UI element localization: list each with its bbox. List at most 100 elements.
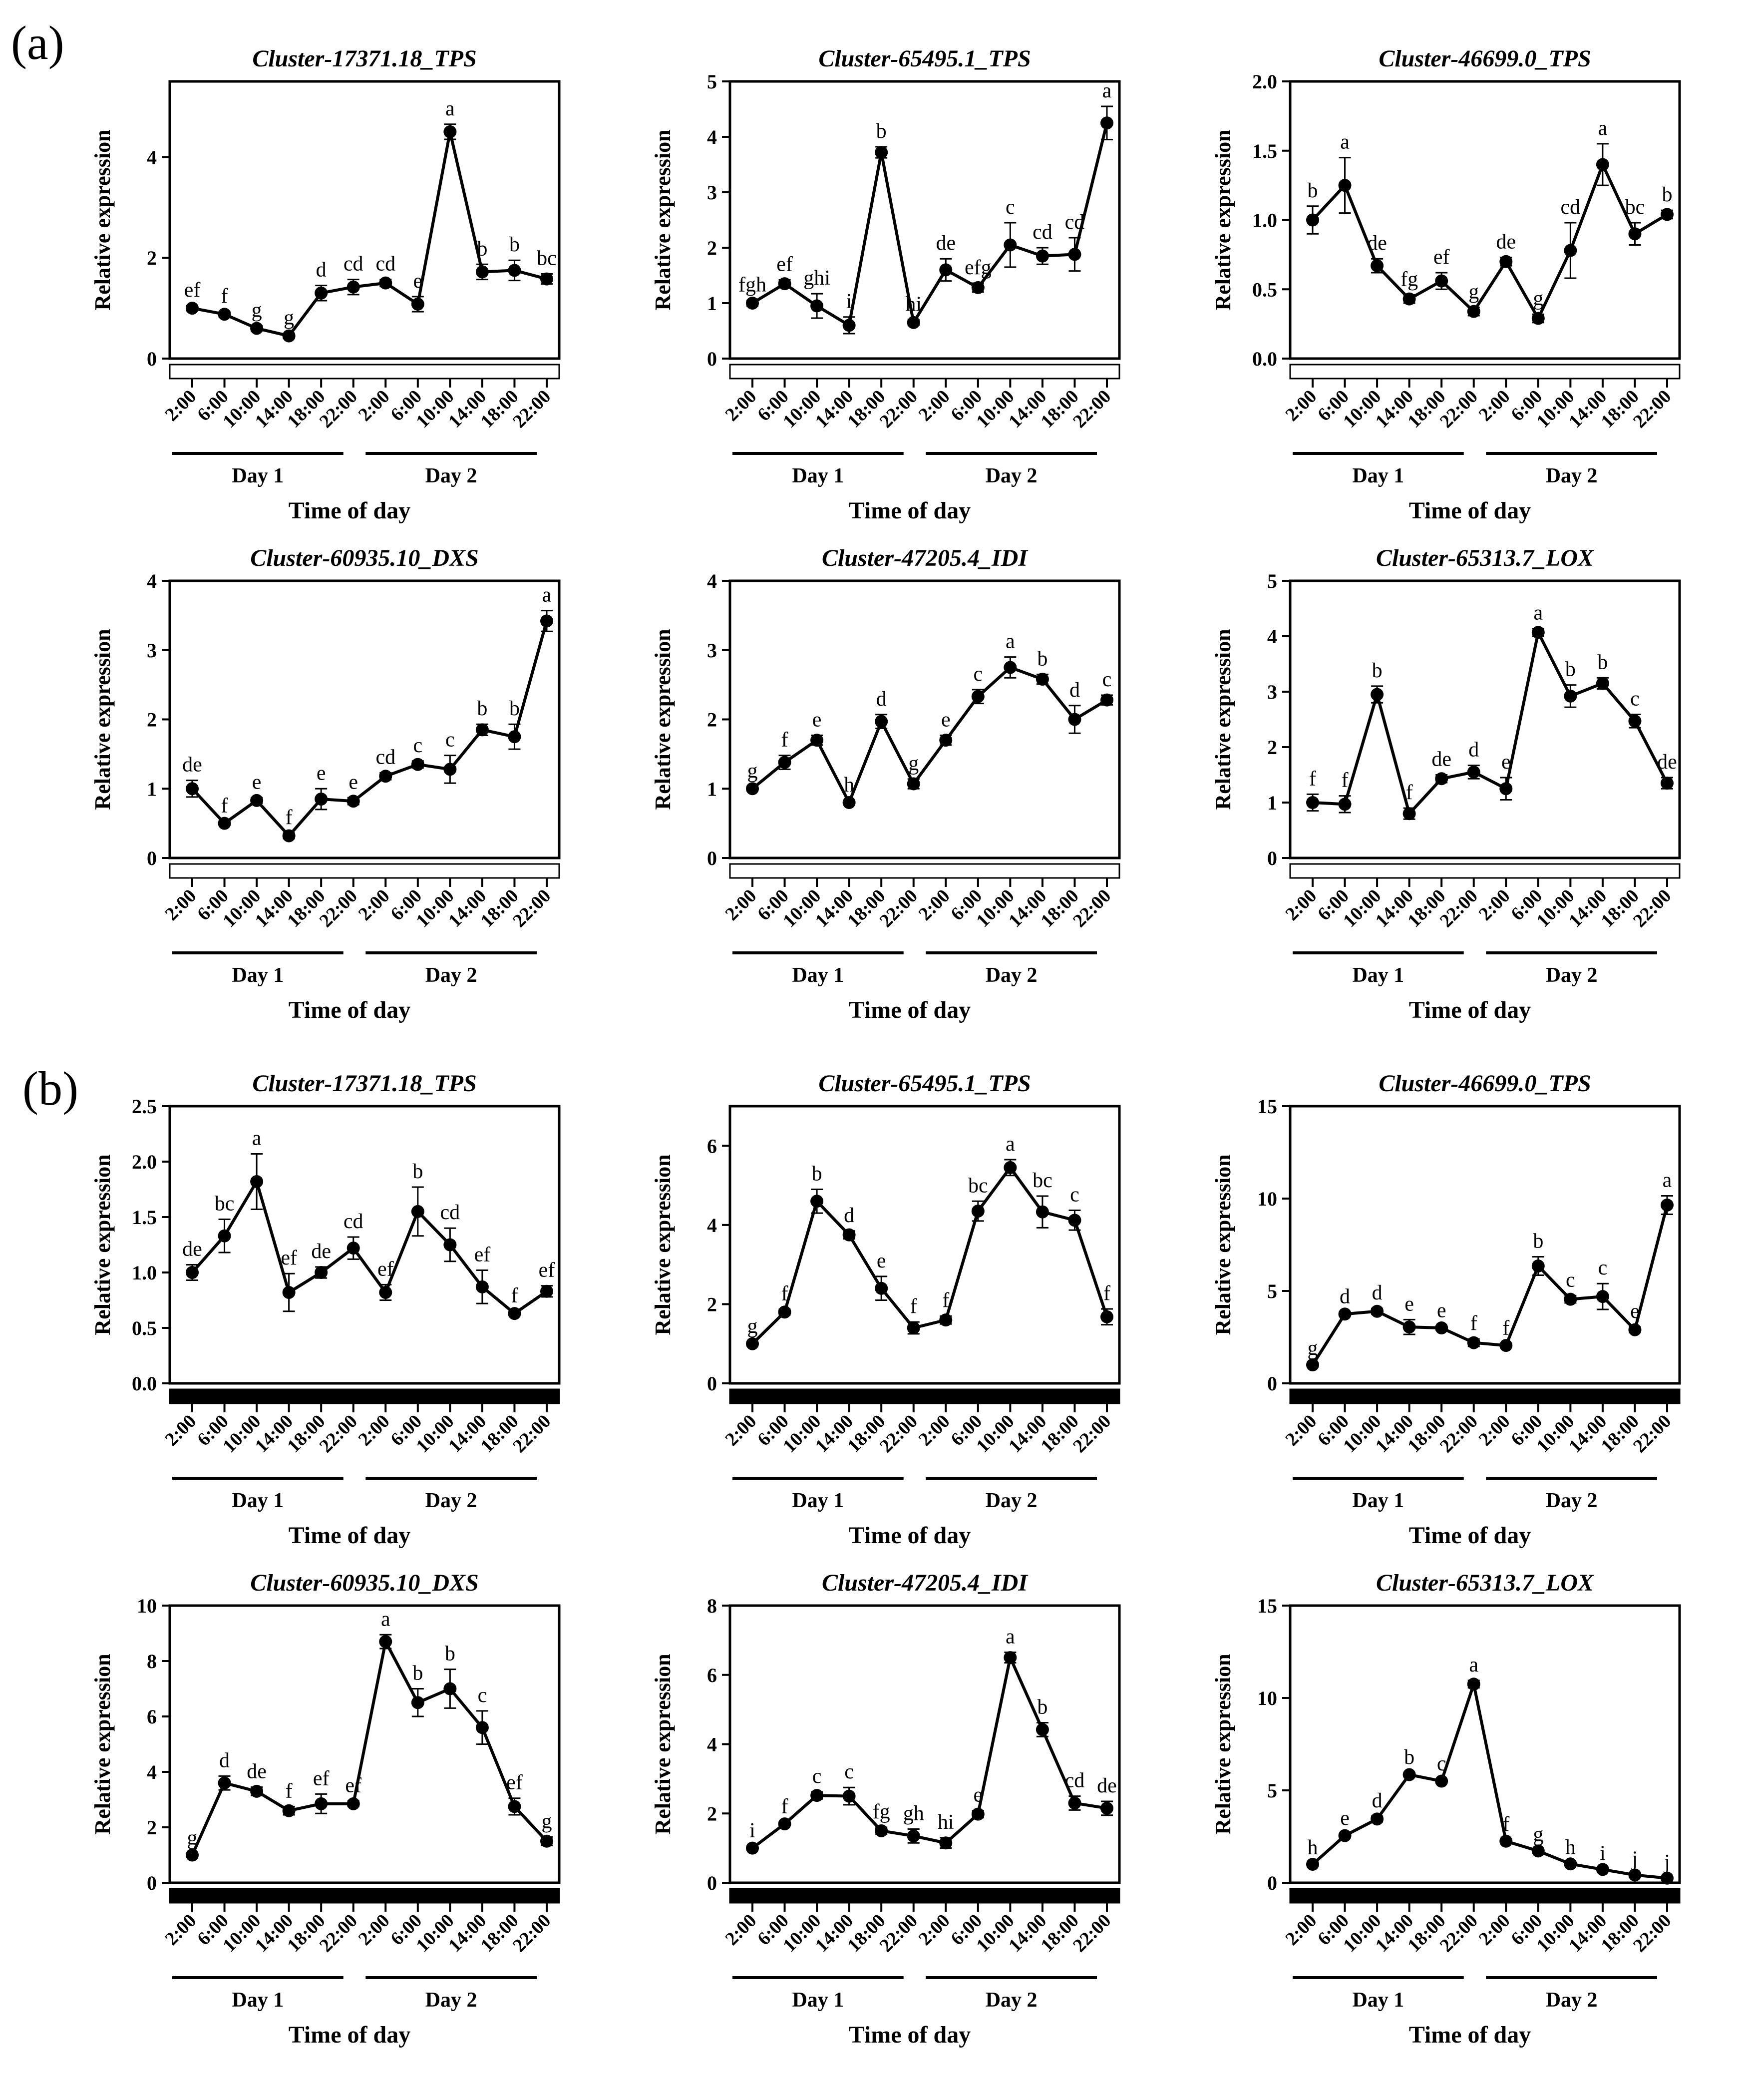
significance-label: cd (375, 253, 395, 276)
significance-label: f (1309, 767, 1316, 790)
data-point (907, 777, 920, 791)
x-tick-label: 10:00 (219, 885, 265, 931)
data-point (1306, 1358, 1319, 1371)
y-tick-label: 3 (1267, 681, 1277, 703)
significance-label: f (1502, 1316, 1509, 1339)
x-tick-label: 2:00 (354, 1910, 394, 1950)
x-tick-label: 10:00 (219, 1910, 265, 1956)
y-tick-label: 0 (147, 847, 157, 869)
x-axis-label: Time of day (849, 2022, 971, 2048)
x-tick-label: 2:00 (354, 885, 394, 925)
significance-label: g (1308, 1337, 1318, 1360)
x-tick-label: 14:00 (444, 1910, 490, 1956)
data-point (1661, 208, 1674, 221)
significance-label: b (1565, 658, 1576, 681)
significance-label: a (252, 1127, 262, 1150)
x-tick-label: 18:00 (283, 386, 329, 432)
significance-label: b (477, 697, 487, 720)
significance-label: d (316, 259, 327, 282)
data-point (1531, 312, 1545, 325)
series-line (1312, 1678, 1668, 1880)
data-point (1661, 1871, 1674, 1885)
x-tick-label: 14:00 (1372, 1411, 1417, 1457)
y-tick-label: 2.0 (1252, 70, 1277, 93)
y-axis-label: Relative expression (90, 1654, 115, 1834)
x-tick-label: 18:00 (1597, 885, 1643, 931)
data-point (475, 1721, 489, 1734)
significance-label: ef (506, 1771, 523, 1794)
plot-frame (1289, 80, 1681, 360)
x-tick-label: 14:00 (444, 1411, 490, 1457)
x-axis-label: Time of day (289, 997, 410, 1023)
plot-frame (1289, 579, 1681, 859)
significance-label: cd (344, 1210, 363, 1233)
significance-label: f (781, 1795, 788, 1818)
plot-frame (728, 1105, 1121, 1385)
data-point (1402, 292, 1416, 306)
significance-label: cd (1065, 1769, 1085, 1792)
x-tick-label: 10:00 (1532, 1411, 1578, 1457)
data-point (218, 817, 231, 830)
y-axis-label: Relative expression (90, 1154, 115, 1335)
day-label: Day 1 (792, 1989, 844, 2012)
significance-label: f (910, 1295, 917, 1318)
x-tick-label: 22:00 (1069, 885, 1115, 931)
dark-period-bar (169, 1888, 560, 1904)
day-label: Day 2 (1546, 1989, 1598, 2012)
x-tick-label: 2:00 (161, 1910, 200, 1950)
data-point (347, 795, 360, 808)
x-tick-label: 2:00 (721, 386, 760, 425)
data-point (282, 1804, 296, 1817)
significance-label: g (747, 760, 758, 783)
x-tick-label: 22:00 (1629, 1910, 1675, 1956)
dark-period-bar (729, 1388, 1120, 1404)
chart-2: Cluster-65495.1_TPS 0 1 2 3 4 5 Relative expres… (651, 45, 1121, 524)
x-tick-label: 22:00 (509, 386, 555, 432)
y-tick-label: 1.0 (1252, 209, 1277, 232)
significance-label: e (1404, 1292, 1414, 1315)
series-line (751, 122, 1108, 328)
x-tick-label: 2:00 (915, 386, 954, 425)
data-point (443, 763, 457, 776)
chart-12: Cluster-65313.7_LOX 0 5 10 15 Relative expres… (1211, 1570, 1681, 2048)
data-point (540, 1284, 553, 1298)
y-tick-label: 15 (1257, 1595, 1277, 1617)
x-tick-label: 2:00 (915, 1411, 954, 1450)
x-tick-label: 22:00 (1629, 1411, 1675, 1457)
data-point (1306, 213, 1319, 227)
chart-9: Cluster-46699.0_TPS 0 5 10 15 Relative expres… (1211, 1070, 1681, 1549)
data-point (508, 730, 521, 744)
y-tick-label: 5 (1267, 570, 1277, 592)
chart-title: Cluster-65313.7_LOX (1376, 545, 1594, 571)
x-tick-label: 22:00 (316, 1910, 361, 1956)
x-tick-label: 2:00 (721, 885, 760, 925)
light-period-bar (169, 863, 560, 879)
data-point (540, 1834, 553, 1848)
significance-label: hi (905, 293, 922, 316)
chart-7: Cluster-17371.18_TPS 0.0 0.5 1.0 1.5 2.0 2.5 Re… (90, 1070, 561, 1549)
significance-label: de (1657, 751, 1677, 774)
y-tick-label: 0 (707, 847, 717, 869)
series-line (751, 665, 1108, 807)
y-tick-label: 5 (1267, 1779, 1277, 1802)
x-tick-label: 18:00 (1037, 1910, 1082, 1956)
y-tick-label: 2 (707, 709, 717, 731)
y-tick-label: 10 (1257, 1188, 1277, 1210)
x-tick-label: 14:00 (1565, 386, 1611, 432)
data-point (282, 329, 296, 343)
significance-label: de (182, 1238, 202, 1260)
significance-label: b (1037, 647, 1047, 670)
chart-8: Cluster-65495.1_TPS 0 2 4 6 Relative expressi… (651, 1070, 1121, 1549)
data-point (443, 1238, 457, 1252)
data-point (1371, 1812, 1384, 1826)
y-tick-label: 2 (707, 1802, 717, 1825)
y-tick-label: 1.5 (132, 1206, 157, 1229)
data-point (810, 1789, 824, 1802)
day-label: Day 2 (1546, 464, 1598, 487)
significance-label: bc (537, 247, 557, 270)
x-tick-label: 2:00 (915, 1910, 954, 1950)
data-point (746, 1337, 759, 1350)
data-point (508, 1800, 521, 1813)
significance-label: e (973, 1784, 983, 1807)
y-tick-label: 4 (147, 146, 157, 168)
